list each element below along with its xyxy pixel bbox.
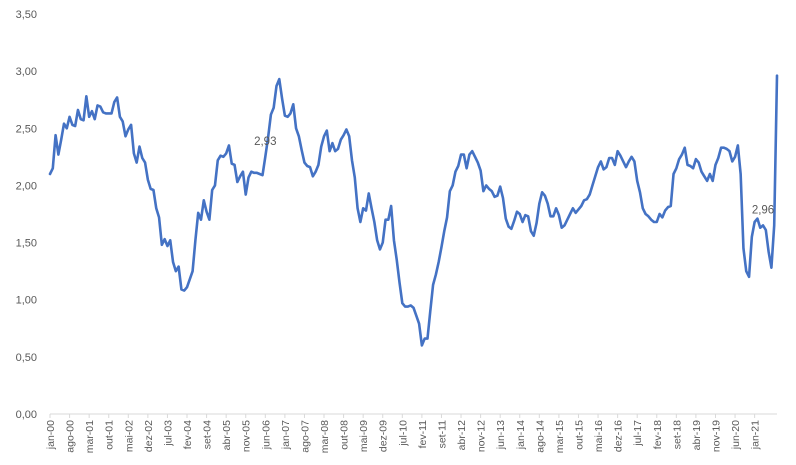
series-line	[48, 74, 779, 347]
y-tick-label: 3,50	[16, 9, 37, 21]
x-tick-label: jul-03	[162, 420, 174, 447]
x-tick-label: out-08	[339, 420, 351, 450]
x-tick-label: dez-02	[143, 420, 155, 452]
x-tick-label: nov-05	[241, 420, 253, 452]
x-tick-label: jan-07	[280, 420, 292, 450]
x-tick-label: mar-01	[84, 420, 96, 453]
y-axis: 0,00 0,50 1,00 1,50 2,00 2,50 3,00 3,50	[16, 9, 37, 421]
x-tick-label: dez-09	[378, 420, 390, 452]
x-tick-label: jun-20	[730, 420, 742, 450]
plot-area	[48, 74, 779, 347]
x-tick-label: abr-12	[456, 420, 468, 451]
x-axis: jan-00 ago-00 mar-01 out-01 mai-02 dez-02 jul-…	[45, 414, 762, 453]
x-tick-label: mai-02	[123, 420, 135, 452]
data-label: 2,93	[254, 136, 276, 148]
x-tick-label: abr-05	[221, 420, 233, 451]
data-label: 2,96	[752, 204, 774, 216]
y-tick-label: 3,00	[16, 66, 37, 78]
x-tick-label: nov-19	[710, 420, 722, 452]
x-tick-label: out-01	[104, 420, 116, 450]
x-tick-label: fev-04	[182, 420, 194, 449]
x-tick-label: set-11	[436, 420, 448, 449]
x-tick-label: jan-14	[515, 420, 527, 450]
y-tick-label: 1,00	[16, 295, 37, 307]
x-tick-label: nov-12	[476, 420, 488, 452]
data-labels: 2,93 2,96	[254, 136, 774, 217]
x-tick-label: ago-14	[534, 420, 546, 453]
x-tick-label: ago-07	[299, 420, 311, 453]
x-tick-label: jan-00	[45, 420, 57, 450]
x-tick-label: fev-11	[417, 420, 429, 449]
x-tick-label: abr-19	[691, 420, 703, 451]
y-tick-label: 2,00	[16, 180, 37, 192]
x-tick-label: mar-08	[319, 420, 331, 453]
x-tick-label: mai-16	[593, 420, 605, 452]
x-tick-label: jun-13	[495, 420, 507, 450]
x-tick-label: mar-15	[554, 420, 566, 453]
x-tick-label: set-18	[671, 420, 683, 449]
x-tick-label: mai-09	[358, 420, 370, 452]
y-tick-label: 0,00	[16, 409, 37, 421]
x-tick-label: jul-10	[397, 420, 409, 447]
x-tick-label: jul-17	[632, 420, 644, 447]
y-tick-label: 2,50	[16, 123, 37, 135]
x-tick-label: ago-00	[65, 420, 77, 453]
y-tick-label: 0,50	[16, 352, 37, 364]
x-tick-label: jun-06	[260, 420, 272, 450]
x-tick-label: dez-16	[613, 420, 625, 452]
x-tick-label: out-15	[573, 420, 585, 450]
x-tick-label: jan-21	[750, 420, 762, 450]
x-tick-label: set-04	[202, 420, 214, 449]
y-tick-label: 1,50	[16, 238, 37, 250]
x-tick-label: fev-18	[652, 420, 664, 449]
